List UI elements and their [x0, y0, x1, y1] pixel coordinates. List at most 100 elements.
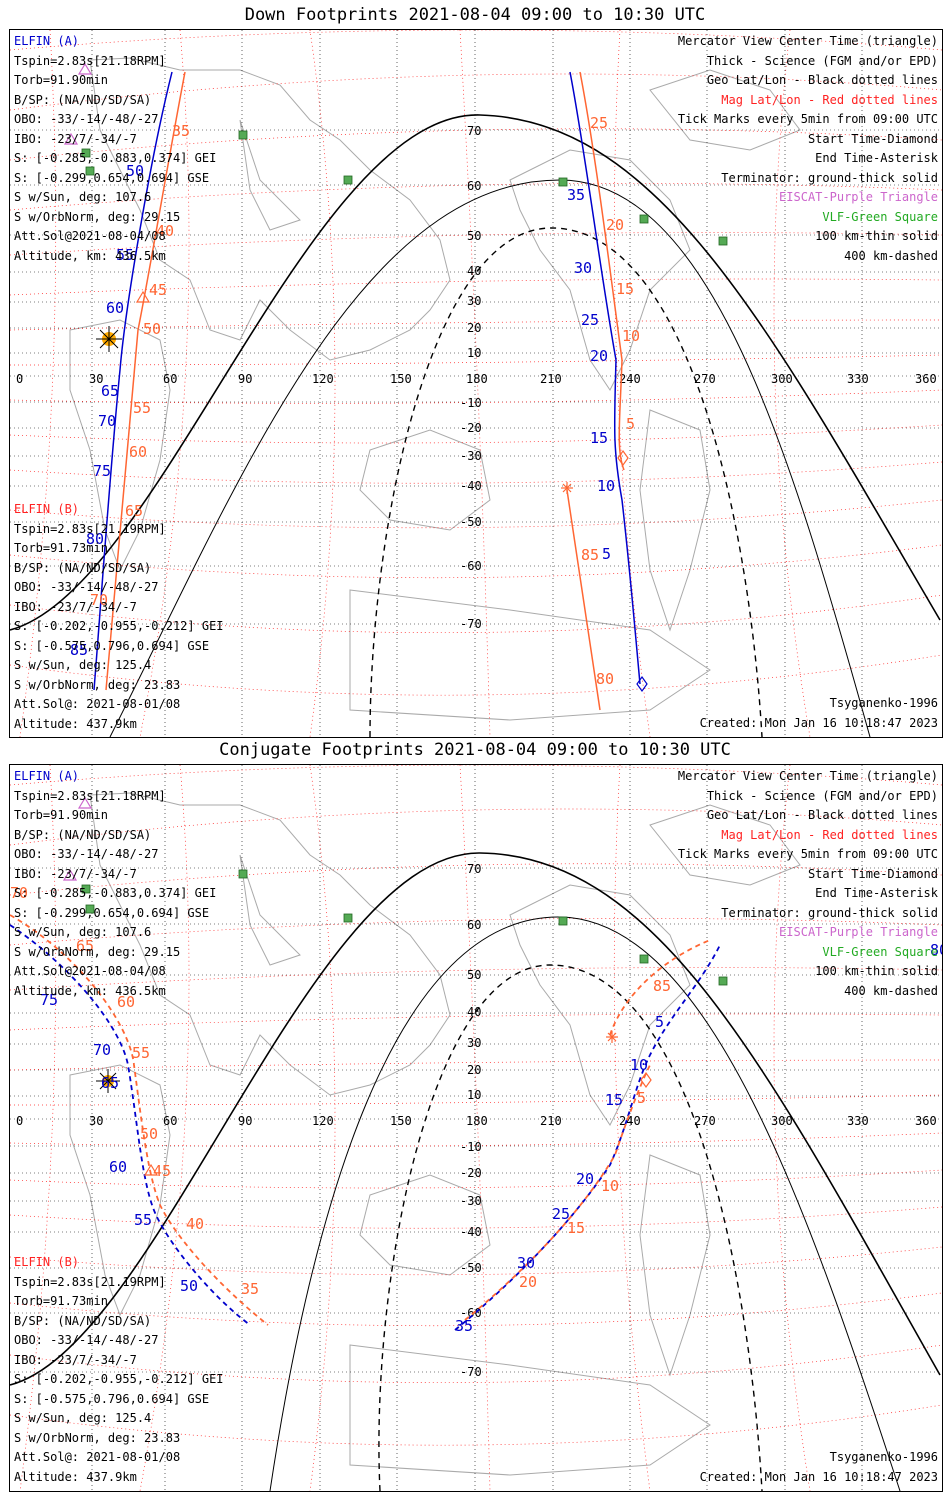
elfin-b-track [464, 1064, 651, 1321]
lon-tick: 300 [771, 372, 793, 386]
mag-grid [10, 765, 942, 1491]
lon-tick: 150 [390, 372, 412, 386]
track-tick-labels: 50 55 60 65 70 75 80 85 35 30 25 20 15 1… [70, 114, 640, 688]
svg-text:85: 85 [581, 546, 599, 564]
axis-labels: 0 30 60 90 120 150 180 210 240 270 300 3… [16, 862, 937, 1379]
lat-tick: -40 [460, 1225, 482, 1239]
svg-text:5: 5 [637, 1089, 646, 1107]
svg-text:15: 15 [605, 1091, 623, 1109]
svg-text:5: 5 [655, 1013, 664, 1031]
lon-tick: 240 [619, 372, 641, 386]
svg-text:10: 10 [622, 327, 640, 345]
lat-tick: -20 [460, 1166, 482, 1180]
vlf-stations [81, 869, 728, 986]
svg-text:30: 30 [574, 259, 592, 277]
svg-text:60: 60 [117, 993, 135, 1011]
conjugate-footprints-map: 0 30 60 90 120 150 180 210 240 270 300 3… [10, 765, 942, 1491]
lon-tick: 300 [771, 1114, 793, 1128]
svg-text:85: 85 [653, 977, 671, 995]
svg-text:70: 70 [10, 884, 28, 902]
lat-tick: 60 [467, 918, 481, 932]
elfin-b-info: ELFIN (B) Tspin=2.83s[21.19RPM] Torb=91.… [14, 502, 224, 731]
map-legend: Mercator View Center Time (triangle) Thi… [677, 34, 938, 263]
geo-grid [10, 765, 942, 1491]
lon-tick: 30 [89, 372, 103, 386]
start-diamond [640, 1071, 652, 1089]
lat-tick: 70 [467, 124, 481, 138]
svg-text:65: 65 [125, 502, 143, 520]
elfin-b-track [10, 914, 269, 1326]
svg-text:75: 75 [40, 991, 58, 1009]
svg-text:10: 10 [601, 1177, 619, 1195]
svg-text:65: 65 [101, 1074, 119, 1092]
lat-tick: 20 [467, 1063, 481, 1077]
svg-text:10: 10 [630, 1056, 648, 1074]
lon-tick: 270 [694, 1114, 716, 1128]
start-diamond [617, 449, 629, 467]
end-asterisk [606, 1031, 618, 1043]
svg-text:20: 20 [519, 1273, 537, 1291]
lon-tick: 360 [915, 1114, 937, 1128]
svg-text:50: 50 [143, 320, 161, 338]
elfin-a-header: ELFIN (A) [14, 34, 80, 48]
lon-tick: 120 [312, 1114, 334, 1128]
lat-tick: 20 [467, 321, 481, 335]
lon-tick: 90 [238, 1114, 252, 1128]
lon-tick: 180 [466, 372, 488, 386]
lat-tick: -60 [460, 1306, 482, 1320]
lon-tick: 150 [390, 1114, 412, 1128]
svg-text:35: 35 [241, 1280, 259, 1298]
svg-text:70: 70 [90, 591, 108, 609]
svg-text:60: 60 [109, 1158, 127, 1176]
lat-tick: -60 [460, 559, 482, 573]
lon-tick: 360 [915, 372, 937, 386]
down-footprints-title: Down Footprints 2021-08-04 09:00 to 10:3… [244, 5, 706, 25]
svg-text:10: 10 [597, 477, 615, 495]
lat-tick: 50 [467, 229, 481, 243]
markers [63, 62, 648, 693]
svg-text:80: 80 [86, 530, 104, 548]
elfin-tracks [93, 71, 641, 711]
svg-text:45: 45 [149, 281, 167, 299]
conjugate-footprints-panel: 0 30 60 90 120 150 180 210 240 270 300 3… [9, 764, 943, 1492]
svg-text:25: 25 [590, 114, 608, 132]
lat-tick: -50 [460, 1261, 482, 1275]
svg-text:55: 55 [132, 1044, 150, 1062]
elfin-b-track [105, 71, 186, 691]
elfin-b-header: ELFIN (B) [14, 502, 80, 516]
lon-tick: 180 [466, 1114, 488, 1128]
svg-text:15: 15 [616, 280, 634, 298]
lon-tick: 60 [163, 372, 177, 386]
svg-text:45: 45 [153, 1162, 171, 1180]
svg-text:35: 35 [567, 186, 585, 204]
lat-tick: 40 [467, 1005, 481, 1019]
elfin-a-track [93, 71, 173, 691]
lat-tick: 10 [467, 1088, 481, 1102]
eiscat-triangle [77, 796, 93, 809]
start-diamond [636, 675, 648, 693]
svg-text:40: 40 [186, 1215, 204, 1233]
svg-text:25: 25 [552, 1205, 570, 1223]
svg-text:50: 50 [126, 162, 144, 180]
lat-tick: -20 [460, 421, 482, 435]
elfin-b-track [566, 489, 601, 711]
svg-text:35: 35 [455, 1317, 473, 1335]
lon-tick: 330 [847, 1114, 869, 1128]
elfin-tracks [10, 914, 721, 1331]
lat-tick: -10 [460, 1140, 482, 1154]
elfin-b-track [609, 939, 711, 1036]
sun-rays [96, 1069, 120, 1093]
lat-tick: 40 [467, 264, 481, 278]
svg-text:20: 20 [576, 1170, 594, 1188]
svg-text:30: 30 [517, 1254, 535, 1272]
svg-text:5: 5 [626, 415, 635, 433]
lon-tick: 30 [89, 1114, 103, 1128]
model-credit: Tsyganenko-1996 Created: Mon Jan 16 10:1… [699, 1450, 938, 1484]
lat-tick: -30 [460, 1194, 482, 1208]
elfin-b-header: ELFIN (B) [14, 1255, 80, 1269]
svg-text:55: 55 [134, 1211, 152, 1229]
lon-tick: 270 [694, 372, 716, 386]
lat-tick: 70 [467, 862, 481, 876]
svg-text:60: 60 [129, 443, 147, 461]
down-footprints-map: 0 30 60 90 120 150 180 210 240 270 300 3… [10, 30, 942, 737]
